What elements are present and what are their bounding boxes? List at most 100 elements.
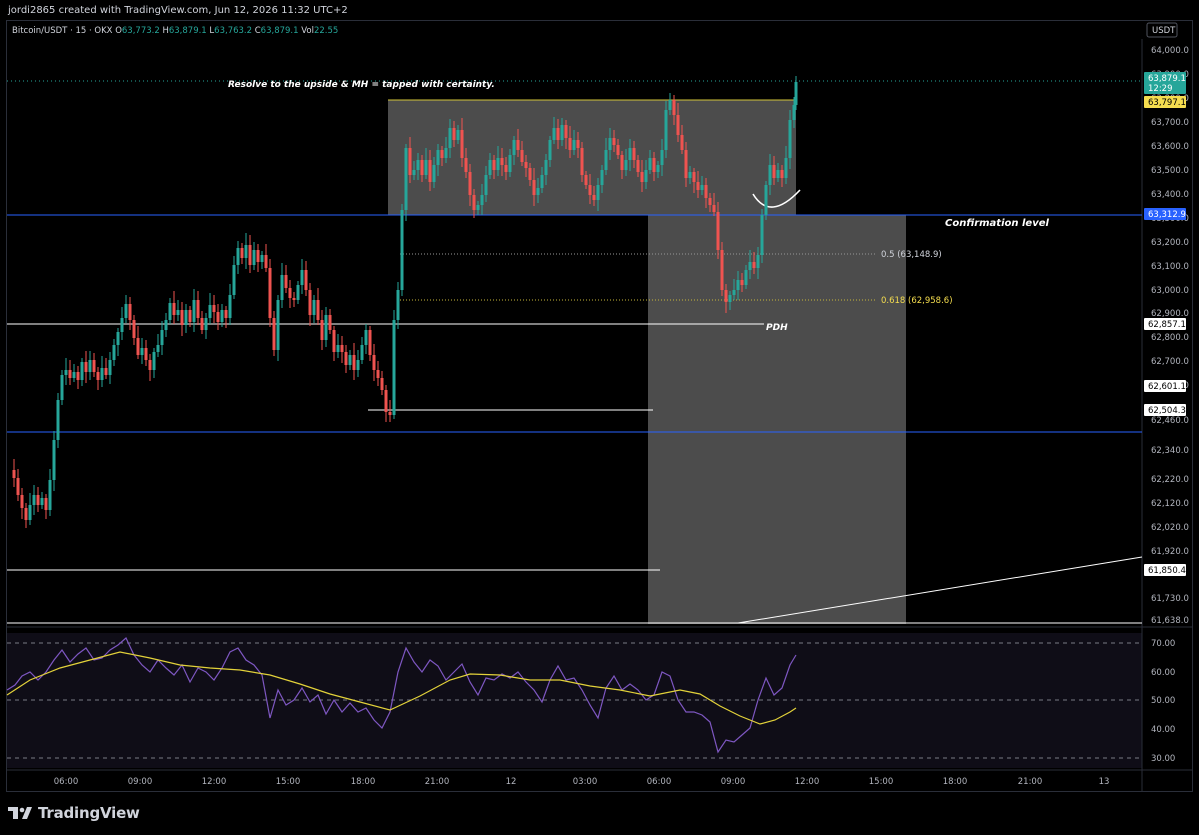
candle-body	[484, 175, 488, 195]
candle-body	[464, 158, 468, 172]
candle-body	[256, 250, 260, 262]
candle-body	[324, 315, 328, 340]
candle-body	[184, 310, 188, 325]
time-tick: 18:00	[943, 777, 968, 787]
candle-body	[104, 368, 108, 375]
candle-body	[388, 412, 392, 415]
rsi-tick: 40.00	[1151, 725, 1175, 735]
candle-body	[276, 300, 280, 350]
candle-body	[36, 495, 40, 505]
candle-body	[524, 162, 528, 168]
time-tick: 12:00	[795, 777, 820, 787]
candle-body	[80, 362, 84, 380]
candle-body	[528, 168, 532, 180]
candle-body	[196, 300, 200, 318]
candle-body	[252, 250, 256, 265]
candle-body	[428, 160, 432, 182]
time-tick: 15:00	[276, 777, 301, 787]
candle-body	[40, 498, 44, 505]
tradingview-logo-text: TradingView	[38, 804, 140, 822]
candle-body	[480, 195, 484, 205]
candle-body	[432, 165, 436, 182]
candle-body	[380, 378, 384, 390]
candle-body	[508, 155, 512, 172]
time-axis: 06:00 09:00 12:00 15:00 18:00 21:00 12 03:00 06:…	[54, 777, 1110, 787]
candle-body	[236, 248, 240, 265]
candle-body	[664, 110, 668, 150]
candle-body	[240, 248, 244, 258]
price-axis: 64,000.063,900.063,800.063,700.063,600.0…	[1151, 46, 1189, 626]
price-label-box	[1144, 72, 1186, 94]
annotation-confirmation: Confirmation level	[945, 218, 1049, 229]
candle-body	[216, 312, 220, 322]
candle-body	[496, 158, 500, 170]
candle-body	[340, 345, 344, 352]
candle-body	[348, 355, 352, 365]
candle-body	[668, 100, 672, 110]
candle-body	[452, 128, 456, 140]
price-tick: 61,920.0	[1151, 547, 1189, 557]
candle-body	[628, 148, 632, 160]
candle-body	[244, 245, 248, 258]
candle-body	[640, 172, 644, 182]
candle-body	[708, 198, 712, 205]
candle-body	[160, 330, 164, 345]
candle-body	[312, 300, 316, 315]
price-tick: 61,730.0	[1151, 594, 1189, 604]
candle-body	[544, 160, 548, 175]
rsi-axis: 70.00 60.00 50.00 40.00 30.00	[1151, 639, 1175, 764]
legend-high-label: H	[162, 26, 169, 36]
price-tick: 63,200.0	[1151, 238, 1189, 248]
legend-open-label: O	[115, 26, 122, 36]
candle-body	[76, 372, 80, 380]
candle-body	[756, 255, 760, 268]
candle-body	[620, 155, 624, 170]
price-tick: 63,400.0	[1151, 190, 1189, 200]
candle-body	[720, 250, 724, 290]
price-tick: 61,638.0	[1151, 616, 1189, 626]
symbol-legend: Bitcoin/USDT · 15 · OKX O63,773.2 H63,87…	[12, 26, 338, 36]
candle-body	[188, 310, 192, 322]
candle-body	[52, 440, 56, 480]
tradingview-logo[interactable]: TradingView	[8, 804, 140, 822]
candle-body	[96, 372, 100, 380]
candle-body	[16, 478, 20, 495]
candle-body	[648, 158, 652, 170]
candle-body	[364, 330, 368, 345]
candle-body	[24, 508, 28, 520]
candle-body	[404, 148, 408, 210]
candle-body	[616, 145, 620, 155]
candle-body	[280, 275, 284, 300]
candle-body	[204, 318, 208, 330]
currency-label: USDT	[1152, 26, 1176, 36]
candle-body	[504, 165, 508, 172]
candle-body	[476, 205, 480, 210]
candle-body	[424, 160, 428, 175]
candle-body	[652, 158, 656, 172]
candle-body	[764, 185, 768, 215]
candle-body	[336, 345, 340, 352]
candle-body	[744, 270, 748, 285]
candle-body	[608, 138, 612, 150]
price-tick: 63,600.0	[1151, 142, 1189, 152]
candle-body	[728, 295, 732, 302]
candle-body	[760, 215, 764, 255]
annotation-pdh: PDH	[766, 323, 788, 333]
lower-zone	[648, 215, 906, 624]
candle-body	[32, 495, 36, 505]
candle-body	[56, 400, 60, 440]
candle-body	[588, 185, 592, 195]
time-tick: 13	[1099, 777, 1110, 787]
candle-body	[156, 345, 160, 352]
candle-body	[28, 505, 32, 520]
candles	[12, 76, 798, 528]
candle-body	[64, 370, 68, 375]
candle-body	[272, 318, 276, 350]
price-tick: 62,340.0	[1151, 446, 1189, 456]
price-tick: 62,220.0	[1151, 475, 1189, 485]
candle-body	[116, 332, 120, 345]
candle-body	[568, 138, 572, 150]
candle-body	[556, 128, 560, 140]
rsi-tick: 50.00	[1151, 696, 1175, 706]
